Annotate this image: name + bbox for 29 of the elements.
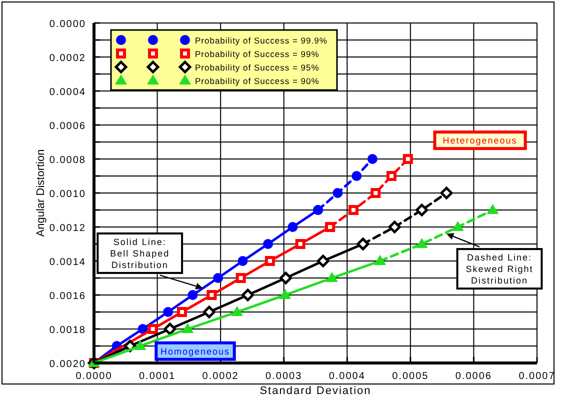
y-tick-label: 0.0020: [49, 359, 86, 370]
y-tick-label: 0.0002: [49, 53, 86, 64]
y-tick-label: 0.0014: [49, 257, 86, 268]
legend-label: Probability of Success = 99%: [195, 49, 320, 59]
y-tick-label: 0.0016: [49, 291, 86, 302]
annotation: Dashed Line: Skewed Right Distribution: [466, 252, 534, 286]
y-tick-label: 0.0004: [49, 87, 86, 98]
annotation: Solid Line: Bell Shaped Distribution: [110, 236, 170, 270]
y-tick-label: 0.0008: [49, 155, 86, 166]
x-tick-label: 0.0006: [455, 371, 492, 382]
x-tick-label: 0.0003: [266, 371, 302, 382]
legend-label: Probability of Success = 99.9%: [195, 36, 328, 46]
x-tick-label: 0.0007: [518, 371, 556, 382]
x-tick-label: 0.0005: [392, 371, 429, 382]
x-tick-label: 0.0002: [202, 371, 239, 382]
y-tick-label: 0.0012: [49, 223, 86, 234]
annotation: Heterogeneous: [442, 136, 518, 146]
annotation: Homogeneous: [160, 346, 230, 356]
y-tick-label: 0.0006: [49, 121, 86, 132]
y-tick-label: 0.0018: [49, 325, 86, 336]
x-tick-label: 0.0001: [138, 371, 176, 382]
y-tick-label: 0.0010: [49, 189, 86, 200]
x-axis-title: Standard Deviation: [260, 385, 372, 397]
legend-label: Probability of Success = 90%: [195, 76, 320, 86]
x-tick-label: 0.0000: [76, 371, 112, 382]
y-axis-title: Angular Distortion: [35, 149, 47, 237]
legend-label: Probability of Success = 95%: [195, 62, 320, 72]
y-tick-label: 0.0000: [49, 19, 86, 30]
x-tick-label: 0.0004: [328, 371, 366, 382]
